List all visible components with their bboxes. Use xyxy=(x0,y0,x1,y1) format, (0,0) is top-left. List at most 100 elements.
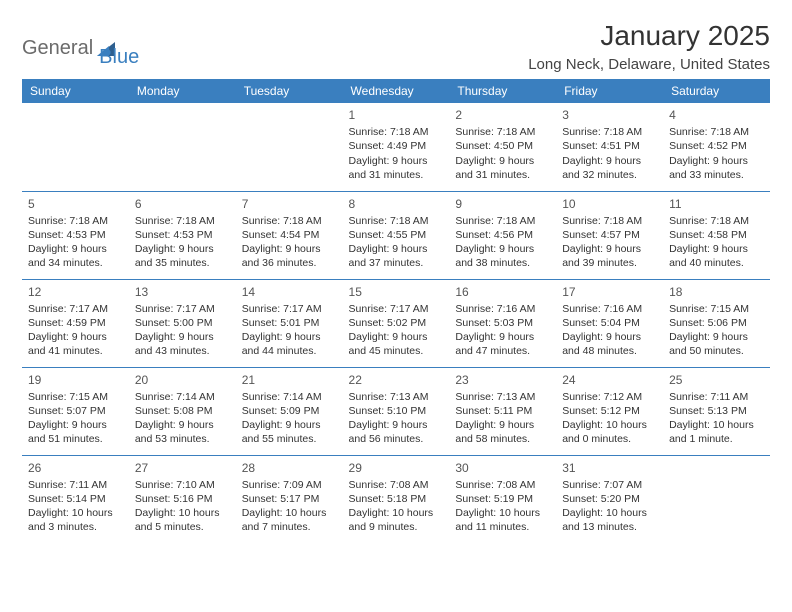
sunset-line: Sunset: 5:08 PM xyxy=(135,404,230,418)
sunrise-line: Sunrise: 7:18 AM xyxy=(669,214,764,228)
calendar-empty-cell xyxy=(236,103,343,191)
day-number: 21 xyxy=(242,372,337,388)
calendar-row: 19Sunrise: 7:15 AMSunset: 5:07 PMDayligh… xyxy=(22,367,770,455)
logo-text-general: General xyxy=(22,37,93,60)
day-number: 22 xyxy=(349,372,444,388)
sunset-line: Sunset: 4:53 PM xyxy=(135,228,230,242)
daylight-line: Daylight: 10 hours and 5 minutes. xyxy=(135,506,230,534)
calendar-row: 12Sunrise: 7:17 AMSunset: 4:59 PMDayligh… xyxy=(22,279,770,367)
day-number: 13 xyxy=(135,284,230,300)
day-number: 19 xyxy=(28,372,123,388)
sunset-line: Sunset: 5:16 PM xyxy=(135,492,230,506)
daylight-line: Daylight: 9 hours and 53 minutes. xyxy=(135,418,230,446)
calendar-day-cell: 20Sunrise: 7:14 AMSunset: 5:08 PMDayligh… xyxy=(129,367,236,455)
day-number: 18 xyxy=(669,284,764,300)
logo: General Blue xyxy=(22,20,139,69)
daylight-line: Daylight: 10 hours and 0 minutes. xyxy=(562,418,657,446)
daylight-line: Daylight: 9 hours and 33 minutes. xyxy=(669,154,764,182)
daylight-line: Daylight: 9 hours and 43 minutes. xyxy=(135,330,230,358)
calendar-day-cell: 31Sunrise: 7:07 AMSunset: 5:20 PMDayligh… xyxy=(556,455,663,543)
sunrise-line: Sunrise: 7:18 AM xyxy=(562,214,657,228)
sunset-line: Sunset: 5:14 PM xyxy=(28,492,123,506)
day-header: Wednesday xyxy=(343,79,450,103)
calendar-day-cell: 28Sunrise: 7:09 AMSunset: 5:17 PMDayligh… xyxy=(236,455,343,543)
sunset-line: Sunset: 5:19 PM xyxy=(455,492,550,506)
calendar-table: SundayMondayTuesdayWednesdayThursdayFrid… xyxy=(22,79,770,543)
sunset-line: Sunset: 4:51 PM xyxy=(562,139,657,153)
calendar-day-cell: 24Sunrise: 7:12 AMSunset: 5:12 PMDayligh… xyxy=(556,367,663,455)
sunset-line: Sunset: 5:13 PM xyxy=(669,404,764,418)
sunset-line: Sunset: 4:56 PM xyxy=(455,228,550,242)
daylight-line: Daylight: 10 hours and 1 minute. xyxy=(669,418,764,446)
daylight-line: Daylight: 9 hours and 40 minutes. xyxy=(669,242,764,270)
sunset-line: Sunset: 4:58 PM xyxy=(669,228,764,242)
sunrise-line: Sunrise: 7:10 AM xyxy=(135,478,230,492)
sunrise-line: Sunrise: 7:14 AM xyxy=(242,390,337,404)
daylight-line: Daylight: 9 hours and 58 minutes. xyxy=(455,418,550,446)
calendar-day-cell: 27 Sunrise: 7:10 AMSunset: 5:16 PMDayligh… xyxy=(129,455,236,543)
day-number: 17 xyxy=(562,284,657,300)
day-number: 27 xyxy=(135,460,230,476)
calendar-day-cell: 7Sunrise: 7:18 AMSunset: 4:54 PMDaylight… xyxy=(236,191,343,279)
calendar-day-cell: 22 Sunrise: 7:13 AMSunset: 5:10 PMDayligh… xyxy=(343,367,450,455)
sunset-line: Sunset: 5:11 PM xyxy=(455,404,550,418)
calendar-day-cell: 14Sunrise: 7:17 AMSunset: 5:01 PMDayligh… xyxy=(236,279,343,367)
day-number: 10 xyxy=(562,196,657,212)
sunset-line: Sunset: 4:57 PM xyxy=(562,228,657,242)
sunset-line: Sunset: 4:59 PM xyxy=(28,316,123,330)
sunset-line: Sunset: 4:50 PM xyxy=(455,139,550,153)
daylight-line: Daylight: 10 hours and 3 minutes. xyxy=(28,506,123,534)
daylight-line: Daylight: 10 hours and 9 minutes. xyxy=(349,506,444,534)
sunset-line: Sunset: 5:00 PM xyxy=(135,316,230,330)
day-number: 29 xyxy=(349,460,444,476)
calendar-day-cell: 17 Sunrise: 7:16 AMSunset: 5:04 PMDayligh… xyxy=(556,279,663,367)
sunset-line: Sunset: 5:17 PM xyxy=(242,492,337,506)
daylight-line: Daylight: 9 hours and 50 minutes. xyxy=(669,330,764,358)
day-number: 20 xyxy=(135,372,230,388)
daylight-line: Daylight: 10 hours and 13 minutes. xyxy=(562,506,657,534)
sunset-line: Sunset: 5:09 PM xyxy=(242,404,337,418)
day-header: Saturday xyxy=(663,79,770,103)
daylight-line: Daylight: 9 hours and 31 minutes. xyxy=(455,154,550,182)
calendar-day-cell: 1Sunrise: 7:18 AMSunset: 4:49 PMDaylight… xyxy=(343,103,450,191)
daylight-line: Daylight: 9 hours and 55 minutes. xyxy=(242,418,337,446)
daylight-line: Daylight: 9 hours and 48 minutes. xyxy=(562,330,657,358)
sunset-line: Sunset: 5:10 PM xyxy=(349,404,444,418)
calendar-row: 26Sunrise: 7:11 AMSunset: 5:14 PMDayligh… xyxy=(22,455,770,543)
calendar-day-cell: 30Sunrise: 7:08 AMSunset: 5:19 PMDayligh… xyxy=(449,455,556,543)
sunrise-line: Sunrise: 7:18 AM xyxy=(349,125,444,139)
day-number: 12 xyxy=(28,284,123,300)
sunset-line: Sunset: 5:12 PM xyxy=(562,404,657,418)
sunset-line: Sunset: 5:06 PM xyxy=(669,316,764,330)
sunrise-line: Sunrise: 7:18 AM xyxy=(28,214,123,228)
sunset-line: Sunset: 5:04 PM xyxy=(562,316,657,330)
calendar-day-cell: 16Sunrise: 7:16 AMSunset: 5:03 PMDayligh… xyxy=(449,279,556,367)
daylight-line: Daylight: 9 hours and 38 minutes. xyxy=(455,242,550,270)
sunrise-line: Sunrise: 7:08 AM xyxy=(455,478,550,492)
daylight-line: Daylight: 9 hours and 35 minutes. xyxy=(135,242,230,270)
day-number: 8 xyxy=(349,196,444,212)
calendar-day-cell: 15Sunrise: 7:17 AMSunset: 5:02 PMDayligh… xyxy=(343,279,450,367)
sunset-line: Sunset: 4:53 PM xyxy=(28,228,123,242)
calendar-day-cell: 11 Sunrise: 7:18 AMSunset: 4:58 PMDayligh… xyxy=(663,191,770,279)
sunrise-line: Sunrise: 7:15 AM xyxy=(28,390,123,404)
calendar-day-cell: 13Sunrise: 7:17 AMSunset: 5:00 PMDayligh… xyxy=(129,279,236,367)
sunrise-line: Sunrise: 7:11 AM xyxy=(28,478,123,492)
sunrise-line: Sunrise: 7:13 AM xyxy=(455,390,550,404)
sunrise-line: Sunrise: 7:17 AM xyxy=(242,302,337,316)
calendar-body: 1Sunrise: 7:18 AMSunset: 4:49 PMDaylight… xyxy=(22,103,770,543)
day-number: 31 xyxy=(562,460,657,476)
sunrise-line: Sunrise: 7:18 AM xyxy=(455,125,550,139)
day-number: 9 xyxy=(455,196,550,212)
daylight-line: Daylight: 9 hours and 56 minutes. xyxy=(349,418,444,446)
sunrise-line: Sunrise: 7:18 AM xyxy=(242,214,337,228)
sunrise-line: Sunrise: 7:13 AM xyxy=(349,390,444,404)
day-number: 23 xyxy=(455,372,550,388)
sunrise-line: Sunrise: 7:07 AM xyxy=(562,478,657,492)
day-header: Tuesday xyxy=(236,79,343,103)
sunset-line: Sunset: 5:18 PM xyxy=(349,492,444,506)
day-number: 11 xyxy=(669,196,764,212)
sunrise-line: Sunrise: 7:17 AM xyxy=(28,302,123,316)
daylight-line: Daylight: 9 hours and 47 minutes. xyxy=(455,330,550,358)
sunrise-line: Sunrise: 7:16 AM xyxy=(562,302,657,316)
